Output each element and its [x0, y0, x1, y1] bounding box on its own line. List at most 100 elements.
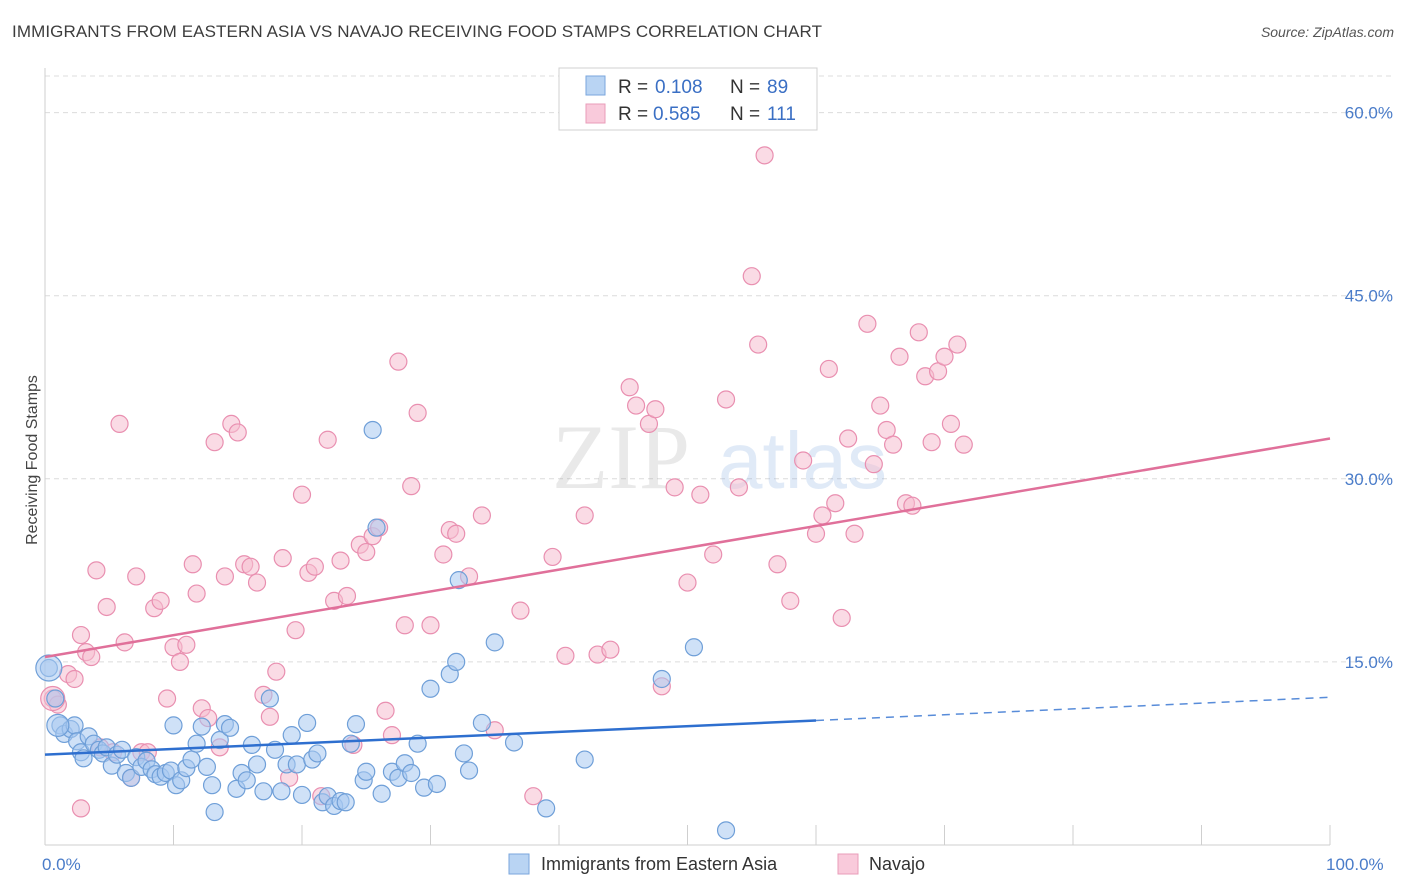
navajo-point-84: [729, 478, 749, 497]
legend-n-value-2: 111: [767, 104, 796, 125]
navajo-trendline: [44, 437, 1331, 659]
navajo-point-69: [543, 547, 562, 567]
bottom-legend: Immigrants from Eastern Asia Navajo: [508, 853, 925, 875]
navajo-point-45: [318, 430, 337, 449]
eastern-asia-point-66: [372, 784, 391, 803]
eastern-asia-point-77: [449, 571, 468, 590]
eastern-asia-point-74: [427, 774, 447, 794]
x-tick-label-max: 100.0%: [1326, 855, 1384, 874]
chart-title: IMMIGRANTS FROM EASTERN ASIA VS NAVAJO R…: [12, 22, 823, 41]
navajo-point-59: [408, 403, 427, 422]
eastern-asia-point-65: [367, 518, 386, 537]
navajo-point-31: [228, 423, 247, 442]
navajo-point-97: [845, 524, 864, 543]
eastern-asia-point-76: [447, 652, 466, 672]
bottom-legend-label-2: Navajo: [869, 854, 925, 874]
eastern-asia-point-87: [716, 821, 736, 840]
navajo-point-77: [646, 400, 665, 419]
navajo-point-57: [395, 616, 414, 635]
navajo-point-24: [187, 584, 206, 603]
eastern-asia-point-49: [282, 726, 301, 745]
eastern-asia-point-44: [254, 782, 273, 801]
y-tick-labels: 15.0% 30.0% 45.0% 60.0%: [1345, 104, 1393, 672]
navajo-point-63: [447, 524, 466, 543]
navajo-point-47: [331, 551, 350, 570]
eastern-asia-point-34: [202, 776, 222, 795]
navajo-point-43: [305, 557, 324, 576]
y-axis-title: Receiving Food Stamps: [24, 375, 41, 545]
y-tick-label-2: 45.0%: [1345, 287, 1393, 306]
navajo-point-83: [716, 390, 736, 409]
navajo-point-81: [691, 485, 710, 504]
eastern-asia-point-50: [287, 755, 306, 774]
legend-n-label-2: N =: [730, 104, 760, 125]
eastern-asia-point-63: [357, 762, 376, 781]
navajo-point-56: [389, 352, 408, 371]
navajo-point-36: [260, 707, 279, 726]
navajo-point-37: [267, 662, 286, 681]
navajo-point-27: [205, 433, 224, 452]
watermark: ZIP atlas: [552, 406, 887, 508]
navajo-point-95: [832, 608, 851, 628]
navajo-point-67: [511, 601, 530, 620]
navajo-point-19: [157, 689, 177, 708]
navajo-point-85: [742, 267, 761, 286]
source-label: Source: ZipAtlas.com: [1260, 24, 1394, 40]
navajo-point-68: [524, 787, 543, 806]
navajo-point-74: [620, 378, 639, 397]
navajo-point-11: [110, 414, 129, 433]
x-tick-label-min: 0.0%: [42, 855, 81, 874]
navajo-point-113: [954, 435, 973, 454]
navajo-point-79: [665, 478, 684, 497]
navajo-point-100: [871, 396, 890, 415]
eastern-asia-point-32: [192, 717, 211, 736]
navajo-point-75: [626, 396, 646, 415]
navajo-point-87: [755, 146, 774, 165]
eastern-asia-point-73: [421, 679, 440, 698]
navajo-point-4: [71, 625, 91, 645]
eastern-asia-point-82: [504, 733, 524, 752]
legend-r-value-1: 0.108: [655, 77, 703, 98]
bottom-legend-label-1: Immigrants from Eastern Asia: [541, 854, 778, 874]
eastern-asia-point-83: [537, 799, 556, 818]
legend-n-value-1: 89: [767, 77, 788, 98]
navajo-point-92: [813, 506, 832, 525]
navajo-point-82: [704, 545, 723, 564]
eastern-asia-point-61: [346, 715, 366, 734]
legend-r-label-1: R =: [618, 77, 648, 98]
eastern-asia-trendline-extension: [815, 696, 1331, 722]
eastern-asia-point-60: [341, 734, 360, 753]
eastern-asia-point-64: [363, 420, 382, 440]
navajo-point-18: [151, 591, 170, 610]
navajo-point-38: [273, 549, 292, 568]
navajo-point-41: [292, 485, 312, 504]
bottom-legend-swatch-blue: [508, 853, 530, 875]
navajo-point-93: [819, 359, 838, 379]
navajo-point-106: [909, 323, 928, 342]
trend-lines: [44, 437, 1331, 756]
eastern-asia-point-1: [46, 689, 65, 708]
navajo-point-3: [65, 669, 84, 689]
navajo-point-94: [826, 494, 845, 513]
eastern-asia-point-30: [182, 750, 201, 769]
eastern-asia-point-33: [197, 757, 217, 776]
navajo-point-54: [376, 701, 395, 720]
eastern-asia-point-70: [402, 763, 421, 783]
navajo-point-90: [794, 451, 813, 470]
eastern-asia-point-35: [205, 802, 224, 822]
navajo-point-112: [948, 335, 967, 354]
navajo-point-61: [434, 545, 453, 564]
legend-swatch-blue: [585, 75, 606, 96]
navajo-point-96: [839, 429, 858, 448]
legend-r-value-2: 0.585: [653, 104, 701, 125]
eastern-asia-trendline: [44, 719, 817, 756]
navajo-point-71: [575, 506, 594, 525]
eastern-asia-point-78: [454, 744, 474, 763]
eastern-asia-point-84: [575, 750, 594, 769]
navajo-point-102: [883, 435, 903, 454]
navajo-point-9: [97, 597, 116, 617]
navajo-point-88: [768, 555, 787, 574]
legend-swatch-pink: [585, 103, 606, 124]
navajo-point-98: [858, 314, 877, 333]
eastern-asia-point-38: [220, 718, 240, 737]
